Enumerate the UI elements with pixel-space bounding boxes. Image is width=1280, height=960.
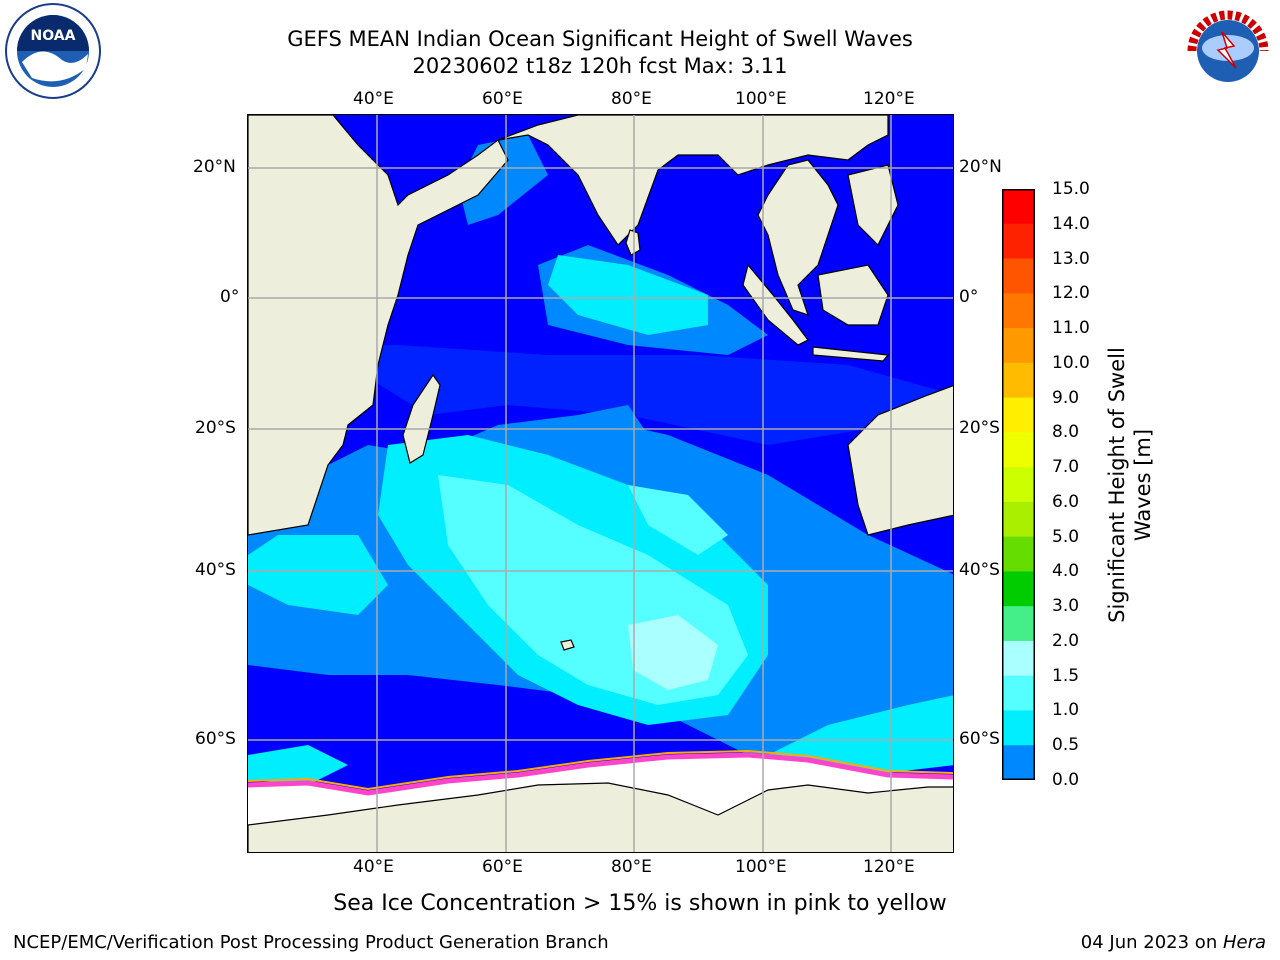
lon-label-bottom-120e: 120°E xyxy=(863,857,915,877)
colorbar-tick-label: 0.0 xyxy=(1052,770,1080,790)
colorbar-bin xyxy=(1002,710,1035,746)
lat-label-left-20n: 20°N xyxy=(193,157,236,177)
colorbar-bin xyxy=(1002,189,1035,225)
footer-date-text: 04 Jun 2023 on xyxy=(1080,932,1223,953)
colorbar-tick-label: 10.0 xyxy=(1052,352,1090,373)
colorbar-tick-label: 1.0 xyxy=(1052,700,1080,721)
colorbar-tick-label: 6.0 xyxy=(1052,491,1080,512)
colorbar-label: Significant Height of Swell Waves [m] xyxy=(1104,325,1156,645)
chart-subtitle-run: 20230602 t18z 120h fcst Max: 3.11 xyxy=(412,54,788,78)
footer-host: Hera xyxy=(1222,932,1266,953)
lat-label-right-0: 0° xyxy=(959,287,979,307)
colorbar-tick-label: 5.0 xyxy=(1052,526,1080,547)
colorbar-tick-label: 4.0 xyxy=(1052,561,1080,582)
colorbar-bin xyxy=(1002,745,1035,781)
map-gridlines xyxy=(248,115,953,852)
colorbar-tick-label: 13.0 xyxy=(1052,248,1090,269)
colorbar-bin xyxy=(1002,258,1035,294)
colorbar-label-line1: Significant Height of Swell xyxy=(1105,347,1129,623)
swell-band-2-3m xyxy=(628,615,718,690)
colorbar-bin xyxy=(1002,223,1035,260)
colorbar-bin xyxy=(1002,536,1035,572)
colorbar-label-line2: Waves [m] xyxy=(1131,428,1155,542)
colorbar-bin xyxy=(1002,293,1035,329)
colorbar-border xyxy=(1002,189,1035,780)
colorbar-tick-label: 8.0 xyxy=(1052,422,1080,443)
land xyxy=(248,115,953,651)
lat-label-left-60s: 60°S xyxy=(195,729,236,749)
lon-label-bottom-40e: 40°E xyxy=(353,857,394,877)
lon-label-top-80e: 80°E xyxy=(611,89,652,109)
footer-branch: NCEP/EMC/Verification Post Processing Pr… xyxy=(13,932,609,953)
lat-label-right-60s: 60°S xyxy=(959,729,1000,749)
swell-height-map xyxy=(247,114,954,853)
sea-ice-edge-outer xyxy=(248,749,953,791)
lat-label-right-20n: 20°N xyxy=(959,157,1002,177)
colorbar-tick-label: 2.0 xyxy=(1052,630,1080,651)
swell-band-0-5m xyxy=(248,345,953,445)
lat-label-right-40s: 40°S xyxy=(959,560,1000,580)
sea-ice-edge xyxy=(248,752,953,796)
lon-label-top-120e: 120°E xyxy=(863,89,915,109)
national-weather-service-logo xyxy=(1178,2,1278,104)
lat-label-left-20s: 20°S xyxy=(195,418,236,438)
colorbar-tick-label: 12.0 xyxy=(1052,283,1090,304)
noaa-logo-text: NOAA xyxy=(31,28,76,44)
colorbar-tick-label: 11.0 xyxy=(1052,318,1090,339)
lat-label-left-0: 0° xyxy=(220,287,240,307)
lon-label-bottom-80e: 80°E xyxy=(611,857,652,877)
colorbar-bin xyxy=(1002,606,1035,642)
lon-label-top-100e: 100°E xyxy=(735,89,787,109)
colorbar-bin xyxy=(1002,362,1035,399)
antarctica-land xyxy=(248,782,953,852)
colorbar-tick-label: 15.0 xyxy=(1052,179,1090,199)
colorbar-tick-label: 9.0 xyxy=(1052,387,1080,408)
colorbar-bin xyxy=(1002,501,1035,538)
lat-label-right-20s: 20°S xyxy=(959,418,1000,438)
lat-label-left-40s: 40°S xyxy=(195,560,236,580)
colorbar xyxy=(1002,189,1035,781)
colorbar-bin xyxy=(1002,432,1035,468)
lon-label-bottom-60e: 60°E xyxy=(482,857,523,877)
sea-ice-note: Sea Ice Concentration > 15% is shown in … xyxy=(333,891,947,916)
colorbar-tick-label: 1.5 xyxy=(1052,665,1080,686)
footer-date: 04 Jun 2023 on Hera xyxy=(1081,932,1266,953)
colorbar-bin xyxy=(1002,675,1035,711)
colorbar-bin xyxy=(1002,640,1035,677)
colorbar-bin xyxy=(1002,397,1035,433)
colorbar-bin xyxy=(1002,571,1035,607)
colorbar-bin xyxy=(1002,467,1035,503)
lon-label-top-60e: 60°E xyxy=(482,89,523,109)
colorbar-tick-label: 3.0 xyxy=(1052,596,1080,617)
colorbar-tick-label: 14.0 xyxy=(1052,213,1090,234)
colorbar-tick-label: 7.0 xyxy=(1052,457,1080,478)
colorbar-tick-label: 0.5 xyxy=(1052,735,1080,756)
colorbar-bin xyxy=(1002,328,1035,364)
lon-label-bottom-100e: 100°E xyxy=(735,857,787,877)
noaa-logo: NOAA xyxy=(2,2,104,104)
chart-title: GEFS MEAN Indian Ocean Significant Heigh… xyxy=(287,27,913,51)
lon-label-top-40e: 40°E xyxy=(353,89,394,109)
